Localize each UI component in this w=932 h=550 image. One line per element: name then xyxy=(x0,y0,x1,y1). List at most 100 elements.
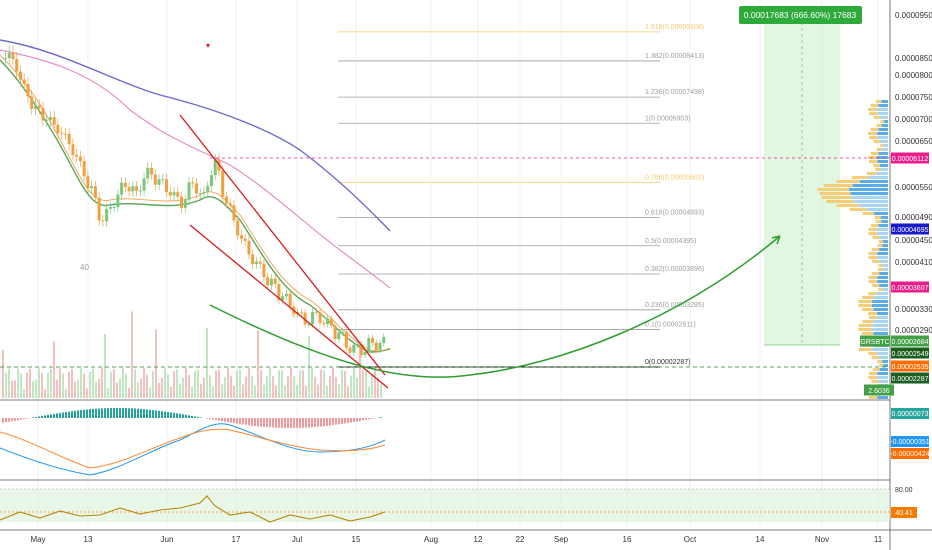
volume-bar xyxy=(98,378,100,398)
profile-bar xyxy=(882,360,888,363)
fib-levels: 1.618(0.00009108) 1.382(0.00008413) 1.236(… xyxy=(338,24,704,368)
macd-bar xyxy=(287,418,289,428)
time-tick-label: 16 xyxy=(623,535,632,544)
macd-bar xyxy=(248,418,250,426)
time-tick-label: Jul xyxy=(292,535,302,544)
macd-bar xyxy=(257,418,259,427)
candle xyxy=(341,328,345,336)
rsi-line xyxy=(0,495,386,523)
macd-bar xyxy=(311,418,313,428)
profile-bar xyxy=(874,212,888,215)
rsi-level-label: 80.00 xyxy=(895,487,913,494)
profile-bar xyxy=(875,168,881,171)
macd-bar xyxy=(83,409,85,418)
volume-bar xyxy=(35,379,37,398)
candle xyxy=(266,272,270,290)
profile-bar xyxy=(879,164,888,167)
volume-bar xyxy=(107,388,109,398)
candle xyxy=(337,329,341,343)
macd-bar xyxy=(149,409,151,418)
volume-bar xyxy=(365,370,367,398)
macd-bar xyxy=(326,418,328,426)
profile-bar xyxy=(878,356,888,359)
price-badge-label: GRSBTC xyxy=(860,339,889,346)
profile-bar xyxy=(877,276,888,279)
candle xyxy=(311,308,315,328)
volume-bar xyxy=(89,371,91,398)
profile-bar xyxy=(879,236,888,239)
candle xyxy=(127,181,131,197)
candle xyxy=(138,185,142,197)
ma-purple-line xyxy=(0,39,391,232)
volume-bar xyxy=(77,379,79,398)
price-badge: 0.00002549 xyxy=(891,347,929,359)
rsi-band xyxy=(0,489,890,522)
profile-bar xyxy=(869,136,878,139)
macd-bar xyxy=(323,418,325,427)
profile-bar xyxy=(880,116,888,119)
candle xyxy=(71,138,75,161)
profile-bar xyxy=(877,256,888,259)
time-axis[interactable]: May 13 Jun 17 Jul 15 Aug 12 22 Sep 16 Oct 14 Nov 11 xyxy=(30,535,882,544)
volume-bar xyxy=(371,375,373,398)
profile-bar xyxy=(880,140,888,143)
volume-bar xyxy=(344,370,346,398)
candle xyxy=(359,340,363,359)
fib-level: 0.236(0.00003285) xyxy=(338,302,704,311)
candle xyxy=(112,201,116,213)
macd-bar xyxy=(371,418,373,419)
volume-bar xyxy=(362,369,364,398)
macd-bar xyxy=(212,418,214,420)
macd-bar xyxy=(305,418,307,428)
macd-bar xyxy=(245,418,247,425)
volume-bar xyxy=(200,383,202,398)
candle xyxy=(48,110,52,126)
channel-lower-line xyxy=(189,224,389,389)
fib-level: 1.618(0.00009108) xyxy=(338,24,704,33)
candle xyxy=(374,339,378,354)
macd-bar xyxy=(188,415,190,418)
profile-bar xyxy=(882,268,888,271)
time-tick-label: May xyxy=(30,535,45,544)
volume-bar xyxy=(56,379,58,398)
macd-bar xyxy=(269,418,271,428)
profile-bar xyxy=(877,132,888,135)
volume-bar xyxy=(8,368,10,398)
macd-bar xyxy=(26,418,28,419)
volume-bar xyxy=(119,378,121,398)
profile-bar xyxy=(876,100,882,103)
volume-bar xyxy=(62,373,64,398)
target-zone xyxy=(764,22,840,345)
macd-bar xyxy=(17,418,19,421)
profile-bar xyxy=(879,368,888,371)
profile-bar xyxy=(871,304,888,307)
volume-bar xyxy=(101,368,103,398)
profile-bar xyxy=(859,180,888,183)
target-label: 0.00017683 (666.60%) 17683 xyxy=(744,10,857,20)
candle xyxy=(348,344,352,356)
time-tick-label: 13 xyxy=(84,535,93,544)
macd-bar xyxy=(116,408,118,418)
volume-bar xyxy=(65,388,67,398)
profile-bar xyxy=(873,332,888,335)
macd-bar xyxy=(182,414,184,418)
macd-bar xyxy=(119,408,121,418)
profile-bar xyxy=(879,248,888,251)
profile-bar xyxy=(879,260,888,263)
candle xyxy=(180,191,184,213)
profile-bar xyxy=(868,292,878,295)
candle xyxy=(262,259,266,282)
macd-bar xyxy=(278,418,280,428)
price-badge-label: 0.00002549 xyxy=(892,351,929,358)
volume-bar xyxy=(185,368,187,398)
macd-orange-line xyxy=(0,428,386,469)
time-tick-label: Nov xyxy=(815,535,829,544)
time-tick-label: 22 xyxy=(516,535,525,544)
volume-bar xyxy=(92,368,94,398)
candle xyxy=(18,66,22,87)
macd-blue-line xyxy=(0,423,386,476)
profile-bar xyxy=(872,368,880,371)
